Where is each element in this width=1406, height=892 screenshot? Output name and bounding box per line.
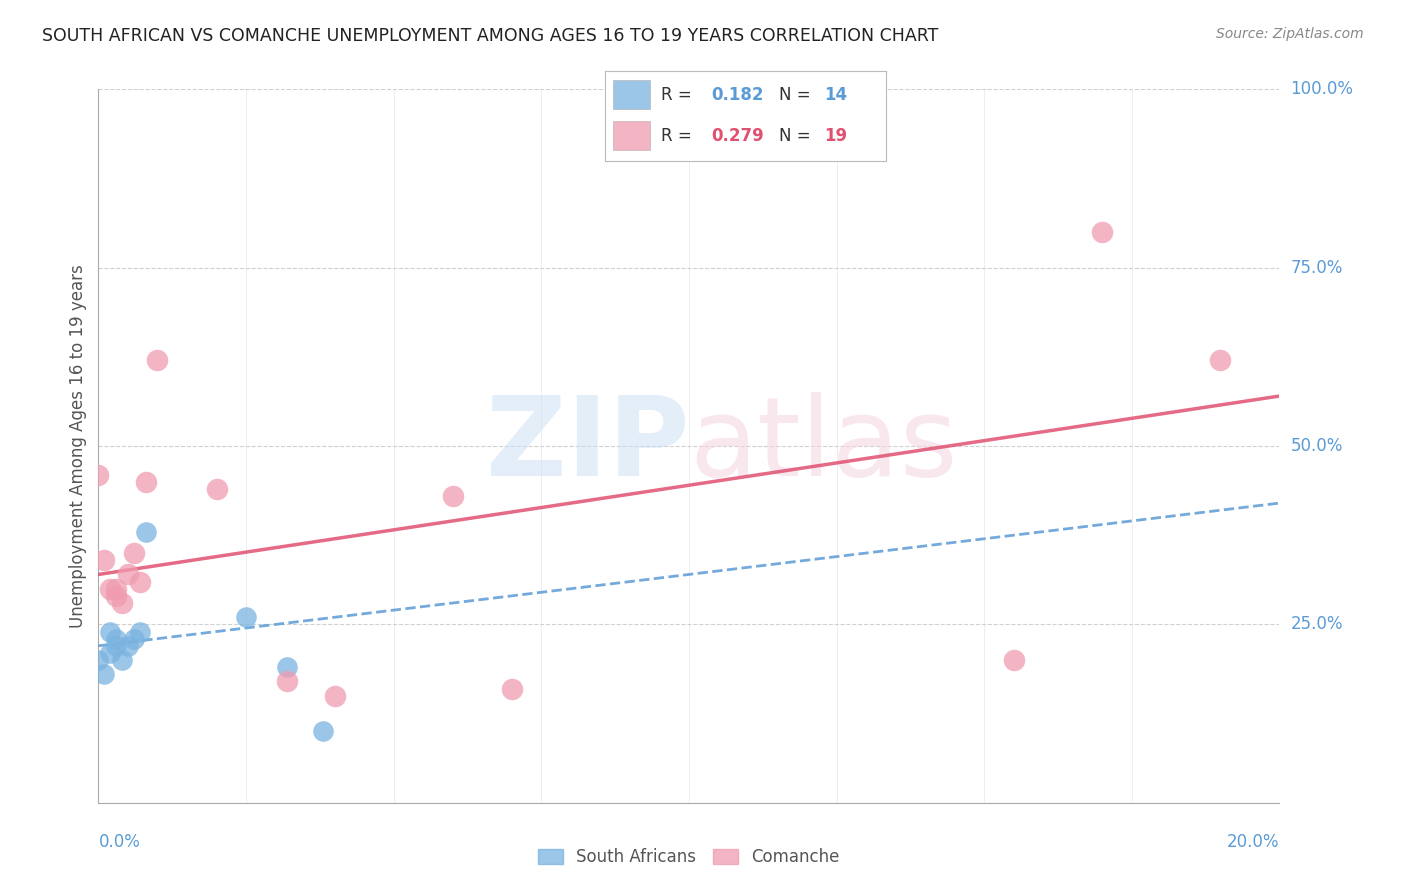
Text: SOUTH AFRICAN VS COMANCHE UNEMPLOYMENT AMONG AGES 16 TO 19 YEARS CORRELATION CHA: SOUTH AFRICAN VS COMANCHE UNEMPLOYMENT A…: [42, 27, 939, 45]
Point: [135, 524, 157, 539]
Point: [441, 489, 464, 503]
Text: 25.0%: 25.0%: [1291, 615, 1343, 633]
Point: [1002, 653, 1025, 667]
Point: [235, 610, 257, 624]
Point: [122, 632, 145, 646]
Point: [98, 582, 121, 596]
Y-axis label: Unemployment Among Ages 16 to 19 years: Unemployment Among Ages 16 to 19 years: [69, 264, 87, 628]
Text: 19: 19: [824, 127, 846, 145]
Text: 0.0%: 0.0%: [98, 833, 141, 851]
Point: [128, 574, 150, 589]
Point: [98, 624, 121, 639]
Text: N =: N =: [779, 127, 815, 145]
Point: [312, 724, 335, 739]
Point: [105, 639, 128, 653]
Point: [1209, 353, 1232, 368]
Point: [205, 482, 228, 496]
Text: 14: 14: [824, 86, 846, 103]
Text: R =: R =: [661, 86, 697, 103]
Point: [105, 582, 128, 596]
Point: [111, 653, 134, 667]
Point: [117, 567, 139, 582]
Text: ZIP: ZIP: [485, 392, 689, 500]
FancyBboxPatch shape: [613, 80, 650, 109]
Legend: South Africans, Comanche: South Africans, Comanche: [538, 847, 839, 866]
Text: 75.0%: 75.0%: [1291, 259, 1343, 277]
Text: 50.0%: 50.0%: [1291, 437, 1343, 455]
Text: 0.279: 0.279: [711, 127, 765, 145]
Point: [135, 475, 157, 489]
Text: N =: N =: [779, 86, 815, 103]
Point: [98, 646, 121, 660]
Point: [128, 624, 150, 639]
Text: 0.182: 0.182: [711, 86, 763, 103]
FancyBboxPatch shape: [613, 121, 650, 150]
Point: [117, 639, 139, 653]
Text: atlas: atlas: [689, 392, 957, 500]
Point: [93, 553, 115, 567]
Point: [93, 667, 115, 681]
Point: [501, 681, 523, 696]
Text: 100.0%: 100.0%: [1291, 80, 1354, 98]
Point: [105, 589, 128, 603]
Point: [87, 653, 110, 667]
Point: [105, 632, 128, 646]
Point: [87, 467, 110, 482]
Point: [111, 596, 134, 610]
Point: [276, 674, 298, 689]
Text: 20.0%: 20.0%: [1227, 833, 1279, 851]
Text: R =: R =: [661, 127, 697, 145]
Text: Source: ZipAtlas.com: Source: ZipAtlas.com: [1216, 27, 1364, 41]
Point: [323, 689, 346, 703]
Point: [1091, 225, 1114, 239]
Point: [122, 546, 145, 560]
Point: [146, 353, 169, 368]
Point: [276, 660, 298, 674]
